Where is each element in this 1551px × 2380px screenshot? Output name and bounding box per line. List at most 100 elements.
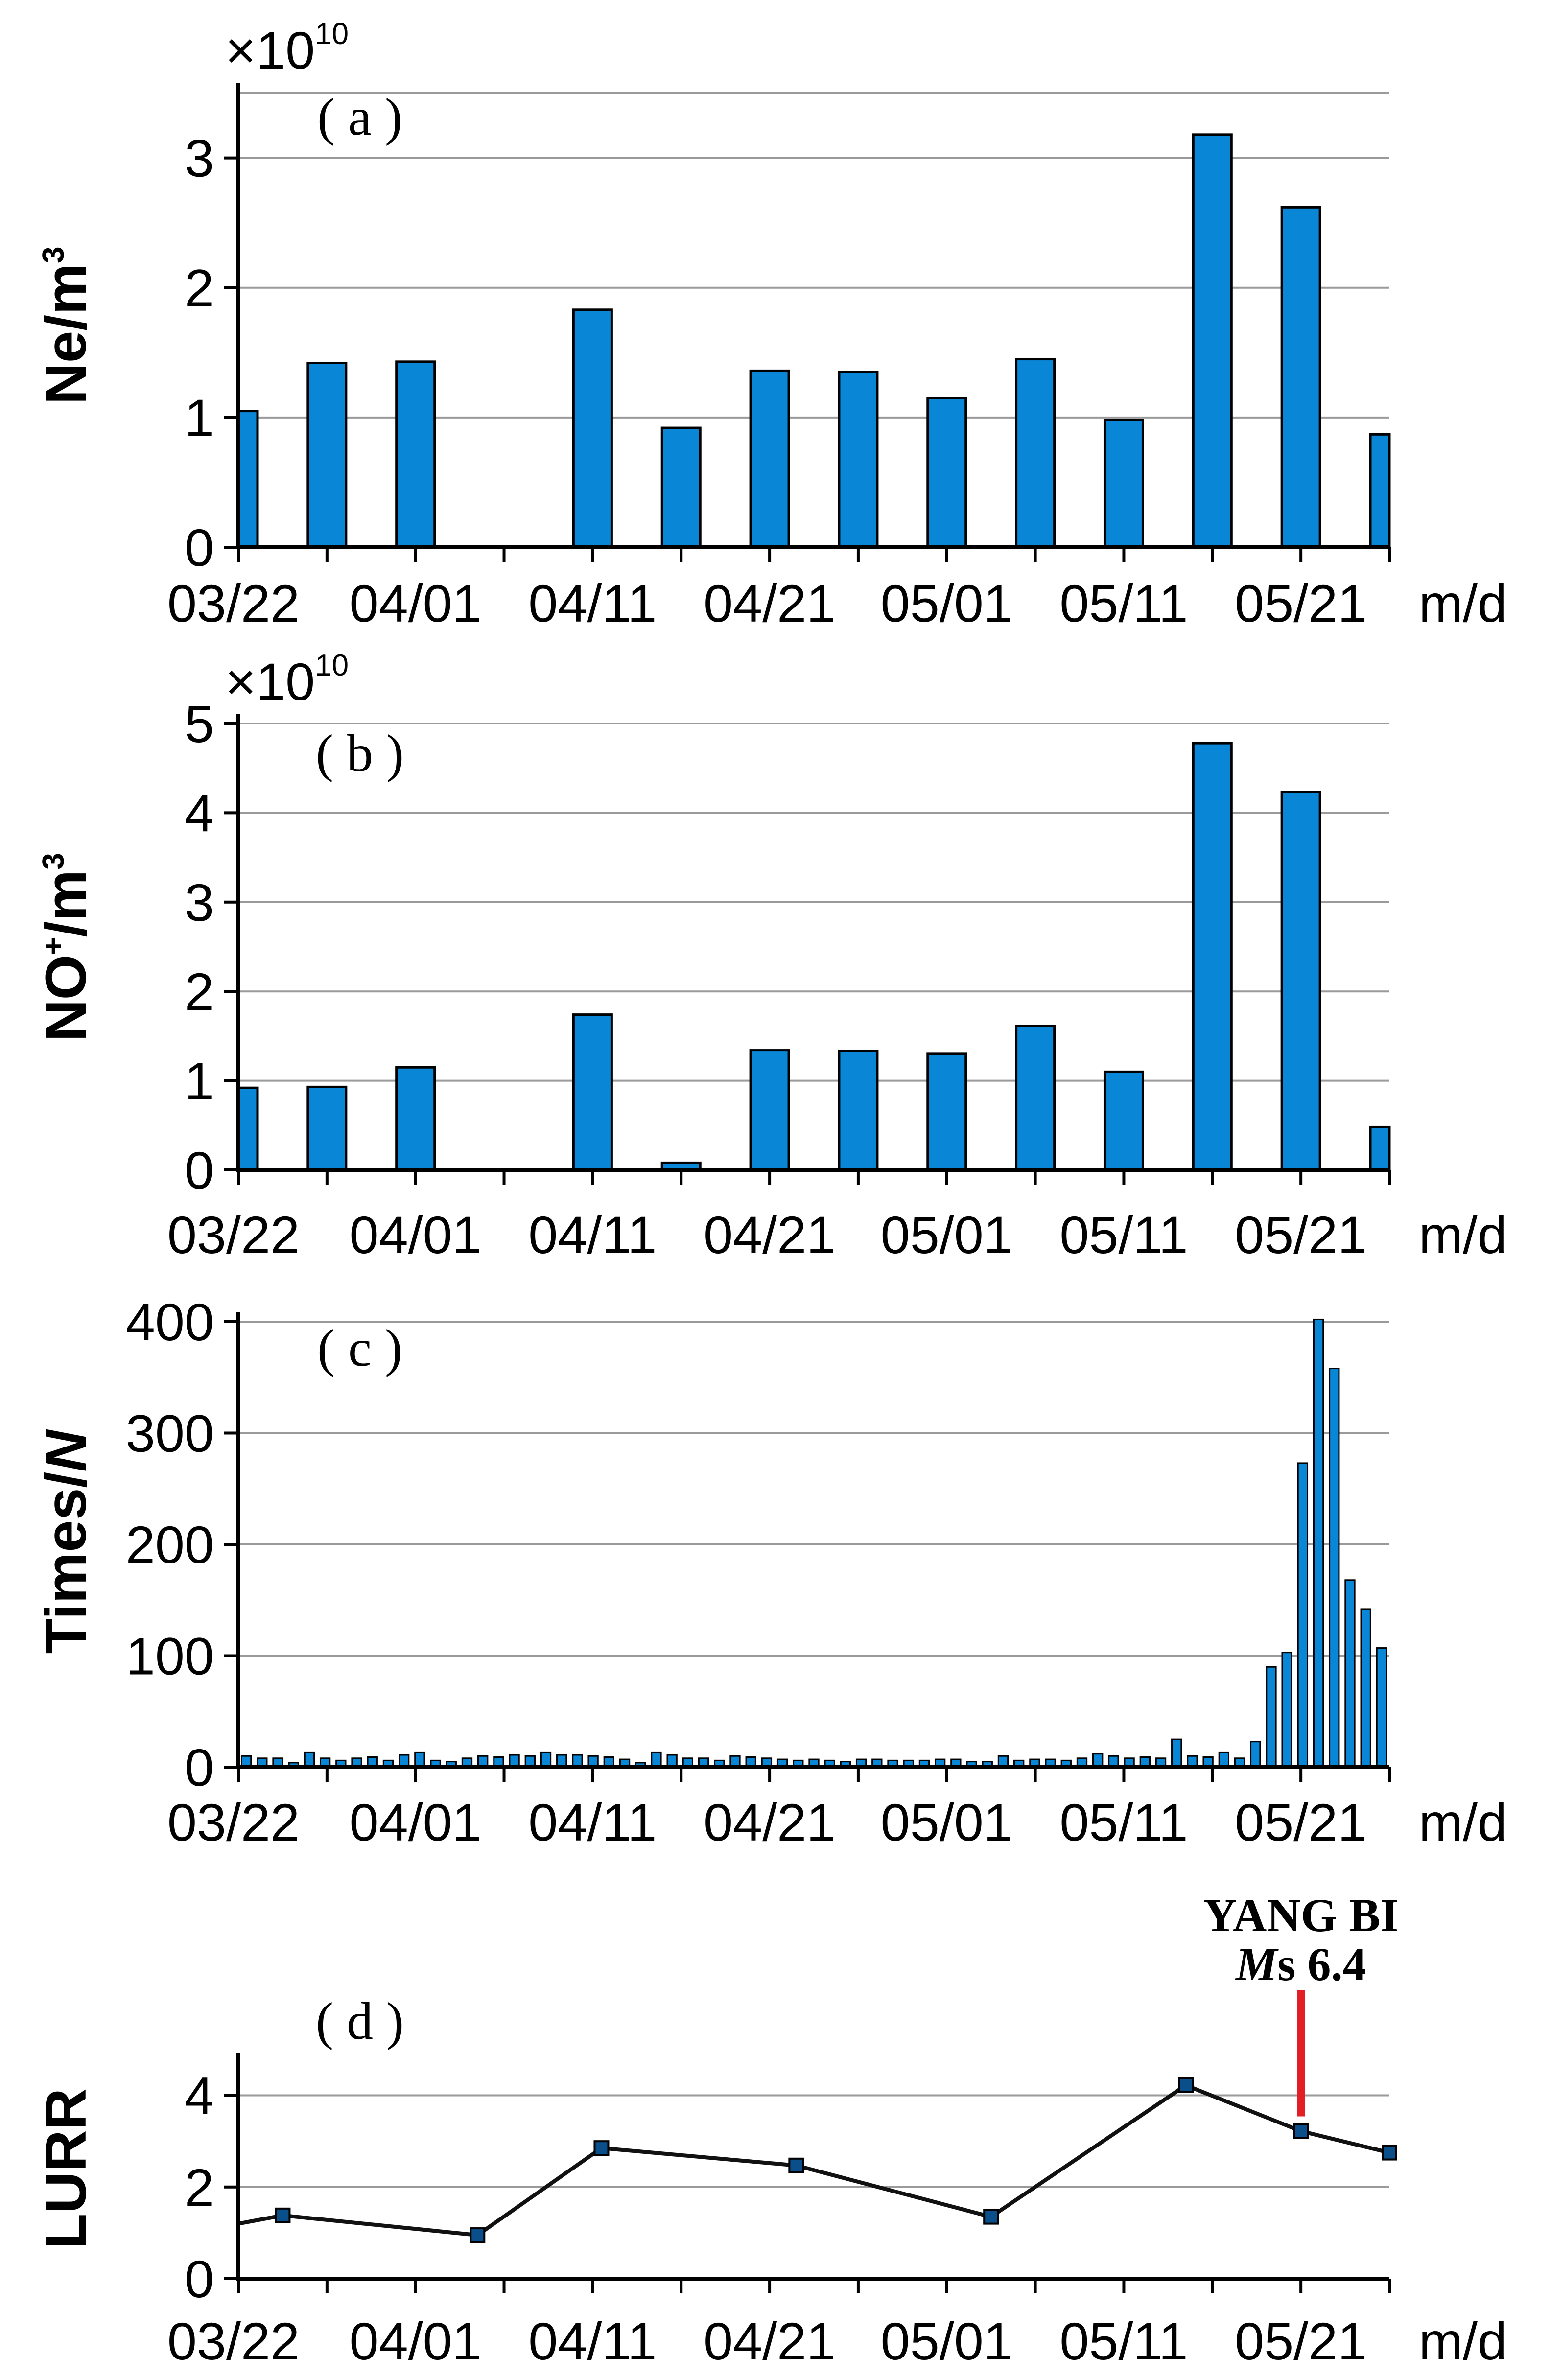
bar-3 — [572, 308, 613, 549]
bar-54 — [1092, 1753, 1104, 1768]
panel-label: ( a ) — [317, 88, 402, 146]
y-tick-label: 0 — [185, 2249, 214, 2309]
x-tick-label: 04/01 — [350, 2311, 482, 2371]
bar-8 — [1015, 358, 1056, 549]
lurr-marker-6 — [1178, 2077, 1194, 2093]
event-title: YANG BI — [1203, 1889, 1399, 1941]
x-tick-label: 04/01 — [350, 574, 482, 633]
bar-0 — [237, 1086, 259, 1171]
panel-b: 0 1 2 3 4 5 03/22 04/01 04/11 04/21 05/01 05/11 05/2… — [34, 649, 1507, 1264]
y-tick-label: 2 — [185, 258, 214, 318]
bar-5 — [749, 1049, 790, 1171]
bar-2 — [395, 360, 436, 549]
event-magnitude: Ms 6.4 — [1235, 1938, 1366, 1990]
lurr-marker-4 — [788, 2157, 804, 2173]
panel-label: ( c ) — [317, 1319, 402, 1377]
x-tick-label: 04/11 — [528, 1205, 657, 1264]
y-axis-label: LURR — [34, 2088, 98, 2249]
bar-1 — [306, 361, 348, 549]
bar-10 — [1192, 742, 1233, 1171]
y-axis-label: NO+/m3 — [34, 853, 98, 1041]
bar-7 — [926, 397, 967, 549]
x-unit: m/d — [1419, 574, 1507, 633]
x-unit: m/d — [1419, 1205, 1507, 1264]
y-tick-label: 1 — [185, 388, 214, 447]
x-unit: m/d — [1419, 1793, 1507, 1852]
x-tick-label: 05/11 — [1059, 2311, 1188, 2371]
bar-66 — [1281, 1652, 1292, 1768]
y-tick-label: 400 — [126, 1292, 214, 1352]
bar-69 — [1329, 1368, 1340, 1768]
bar-6 — [838, 1050, 879, 1171]
bar-11 — [1280, 206, 1321, 549]
bar-12 — [1369, 1125, 1391, 1171]
bar-11 — [414, 1751, 425, 1768]
axes — [236, 2053, 1389, 2281]
bar-10 — [1192, 133, 1233, 549]
bar-65 — [1266, 1666, 1277, 1768]
lurr-line — [238, 2083, 1390, 2238]
x-tick-label: 03/22 — [167, 574, 300, 633]
lurr-marker-2 — [470, 2227, 486, 2243]
x-tick-label: 04/21 — [704, 1793, 836, 1852]
panel-c: 0 100 200 300 400 03/22 04/01 04/11 04/21 05/01 05… — [34, 1292, 1507, 1852]
bar-72 — [1376, 1647, 1387, 1768]
y-tick-label: 5 — [185, 694, 214, 753]
bar-9 — [1103, 1070, 1144, 1171]
bar-7 — [926, 1052, 967, 1171]
y-axis-label: Times/N — [34, 1429, 98, 1654]
y-tick-label: 100 — [126, 1627, 214, 1686]
y-tick-label: 0 — [185, 1738, 214, 1797]
lurr-marker-7 — [1293, 2123, 1309, 2139]
y-tick-label: 200 — [126, 1515, 214, 1574]
x-unit: m/d — [1419, 2311, 1507, 2371]
x-tick-label: 03/22 — [167, 1205, 300, 1264]
x-tick-label: 04/21 — [704, 1205, 836, 1264]
x-tick-label: 05/01 — [881, 1205, 1013, 1264]
x-tick-label: 05/01 — [881, 1793, 1013, 1852]
axes — [236, 1312, 1389, 1769]
y-tick-label: 0 — [185, 518, 214, 577]
x-tick-label: 04/11 — [528, 1793, 657, 1852]
x-tick-label: 04/21 — [704, 2311, 836, 2371]
x-tick-label: 05/21 — [1235, 1205, 1367, 1264]
bar-6 — [838, 371, 879, 549]
y-tick-label: 1 — [185, 1051, 214, 1111]
x-tick-label: 05/21 — [1235, 1793, 1367, 1852]
bar-26 — [651, 1751, 662, 1768]
y-multiplier: ×1010 — [225, 649, 349, 711]
bar-67 — [1297, 1462, 1309, 1768]
x-tick-label: 05/21 — [1235, 2311, 1367, 2371]
x-tick-label: 05/01 — [881, 2311, 1013, 2371]
y-tick-label: 3 — [185, 129, 214, 188]
y-tick-label: 3 — [185, 873, 214, 932]
y-axis-label: Ne/m3 — [34, 246, 98, 404]
x-tick-label: 03/22 — [167, 2311, 300, 2371]
bar-5 — [749, 369, 790, 549]
y-tick-label: 2 — [185, 2158, 214, 2217]
x-tick-label: 05/11 — [1059, 574, 1188, 633]
x-tick-label: 04/21 — [704, 574, 836, 633]
x-tick-label: 04/01 — [350, 1205, 482, 1264]
y-tick-label: 2 — [185, 962, 214, 1021]
lurr-marker-1 — [275, 2207, 291, 2223]
x-tick-label: 04/11 — [528, 2311, 657, 2371]
lurr-marker-3 — [593, 2140, 610, 2156]
y-tick-label: 4 — [185, 783, 214, 842]
bar-2 — [395, 1066, 436, 1171]
x-tick-label: 04/11 — [528, 574, 657, 633]
y-tick-label: 0 — [185, 1141, 214, 1200]
bar-64 — [1250, 1741, 1261, 1768]
bar-4 — [304, 1751, 315, 1768]
x-tick-label: 05/11 — [1059, 1205, 1188, 1264]
y-tick-label: 300 — [126, 1404, 214, 1463]
x-tick-label: 03/22 — [167, 1793, 300, 1852]
bar-9 — [1103, 419, 1144, 549]
bar-12 — [1369, 433, 1391, 549]
panel-label: ( d ) — [316, 1992, 404, 2051]
bar-8 — [1015, 1025, 1056, 1171]
bar-70 — [1344, 1579, 1356, 1768]
panel-label: ( b ) — [316, 724, 404, 783]
